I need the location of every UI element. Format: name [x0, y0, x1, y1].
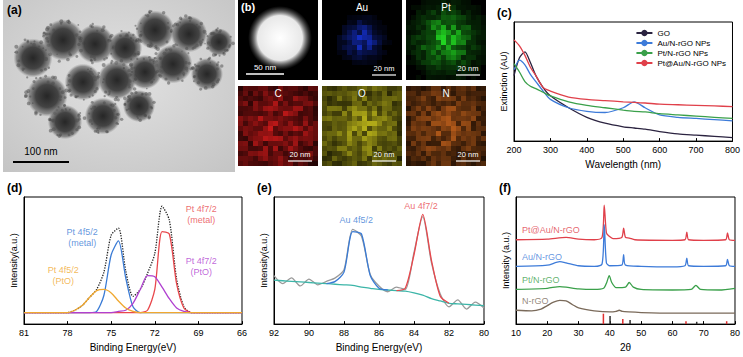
svg-text:86: 86 [374, 328, 384, 338]
svg-text:N: N [442, 88, 449, 99]
svg-text:90: 90 [304, 328, 314, 338]
svg-text:Binding Energy(eV): Binding Energy(eV) [90, 342, 177, 353]
svg-text:Pt/N-rGO: Pt/N-rGO [522, 275, 560, 285]
svg-text:Intensity(a.u.): Intensity(a.u.) [9, 233, 19, 288]
svg-text:10: 10 [511, 328, 521, 338]
svg-text:20 nm: 20 nm [374, 64, 395, 73]
svg-text:Au/N-rGO NPs: Au/N-rGO NPs [657, 39, 710, 48]
svg-text:70: 70 [699, 328, 709, 338]
svg-text:GO: GO [657, 29, 669, 38]
svg-text:30: 30 [574, 328, 584, 338]
svg-text:400: 400 [579, 145, 594, 155]
svg-text:(d): (d) [7, 181, 22, 195]
svg-text:Extinction (AU): Extinction (AU) [499, 52, 509, 112]
svg-text:20 nm: 20 nm [290, 150, 311, 159]
svg-text:C: C [274, 88, 281, 99]
svg-text:200: 200 [506, 145, 521, 155]
svg-text:(metal): (metal) [187, 215, 215, 225]
svg-text:Intensity (a.u.): Intensity (a.u.) [501, 232, 511, 289]
svg-text:Au 4f7/2: Au 4f7/2 [404, 201, 438, 211]
svg-text:100 nm: 100 nm [24, 146, 57, 157]
svg-text:Pt 4f7/2: Pt 4f7/2 [186, 256, 217, 266]
svg-text:(PtO): (PtO) [191, 267, 213, 277]
svg-text:Au 4f5/2: Au 4f5/2 [339, 215, 373, 225]
svg-text:88: 88 [339, 328, 349, 338]
svg-text:40: 40 [605, 328, 615, 338]
svg-text:300: 300 [543, 145, 558, 155]
svg-text:20: 20 [542, 328, 552, 338]
svg-text:Pt@Au/N-rGO: Pt@Au/N-rGO [522, 225, 580, 235]
svg-text:Au/N-rGO: Au/N-rGO [522, 252, 562, 262]
svg-text:84: 84 [409, 328, 419, 338]
svg-text:Wavelength (nm): Wavelength (nm) [585, 159, 661, 170]
svg-text:92: 92 [269, 328, 279, 338]
svg-text:(c): (c) [497, 6, 512, 20]
svg-text:(metal): (metal) [68, 238, 96, 248]
svg-text:69: 69 [193, 328, 203, 338]
svg-text:50: 50 [636, 328, 646, 338]
svg-text:(b): (b) [241, 1, 255, 13]
svg-text:72: 72 [150, 328, 160, 338]
svg-text:600: 600 [652, 145, 667, 155]
svg-text:78: 78 [63, 328, 73, 338]
svg-text:(PtO): (PtO) [52, 276, 74, 286]
svg-text:20 nm: 20 nm [374, 150, 395, 159]
svg-text:Pt 4f7/2: Pt 4f7/2 [186, 204, 217, 214]
svg-text:Pt 4f5/2: Pt 4f5/2 [48, 265, 79, 275]
svg-text:Intensity(a.u.): Intensity(a.u.) [259, 233, 269, 288]
svg-text:20 nm: 20 nm [458, 150, 479, 159]
svg-text:Pt 4f5/2: Pt 4f5/2 [67, 227, 98, 237]
svg-text:80: 80 [730, 328, 740, 338]
svg-text:500: 500 [616, 145, 631, 155]
svg-text:Binding Energy(eV): Binding Energy(eV) [336, 342, 423, 353]
svg-text:N-rGO: N-rGO [522, 296, 549, 306]
svg-text:20 nm: 20 nm [458, 64, 479, 73]
svg-text:75: 75 [106, 328, 116, 338]
svg-text:60: 60 [667, 328, 677, 338]
svg-text:80: 80 [479, 328, 489, 338]
svg-text:Au: Au [356, 2, 368, 13]
svg-text:(a): (a) [7, 3, 22, 17]
svg-text:82: 82 [444, 328, 454, 338]
svg-text:Pt: Pt [441, 2, 451, 13]
svg-text:O: O [358, 88, 366, 99]
svg-text:50 nm: 50 nm [254, 63, 277, 72]
svg-text:800: 800 [725, 145, 740, 155]
svg-text:66: 66 [237, 328, 247, 338]
svg-text:700: 700 [689, 145, 704, 155]
svg-text:(f): (f) [499, 181, 511, 195]
svg-text:2θ: 2θ [620, 342, 632, 353]
svg-text:Pt/N-rGO NPs: Pt/N-rGO NPs [657, 49, 708, 58]
svg-text:Pt@Au/N-rGO NPs: Pt@Au/N-rGO NPs [657, 59, 726, 68]
svg-text:81: 81 [19, 328, 29, 338]
svg-text:(e): (e) [257, 181, 272, 195]
